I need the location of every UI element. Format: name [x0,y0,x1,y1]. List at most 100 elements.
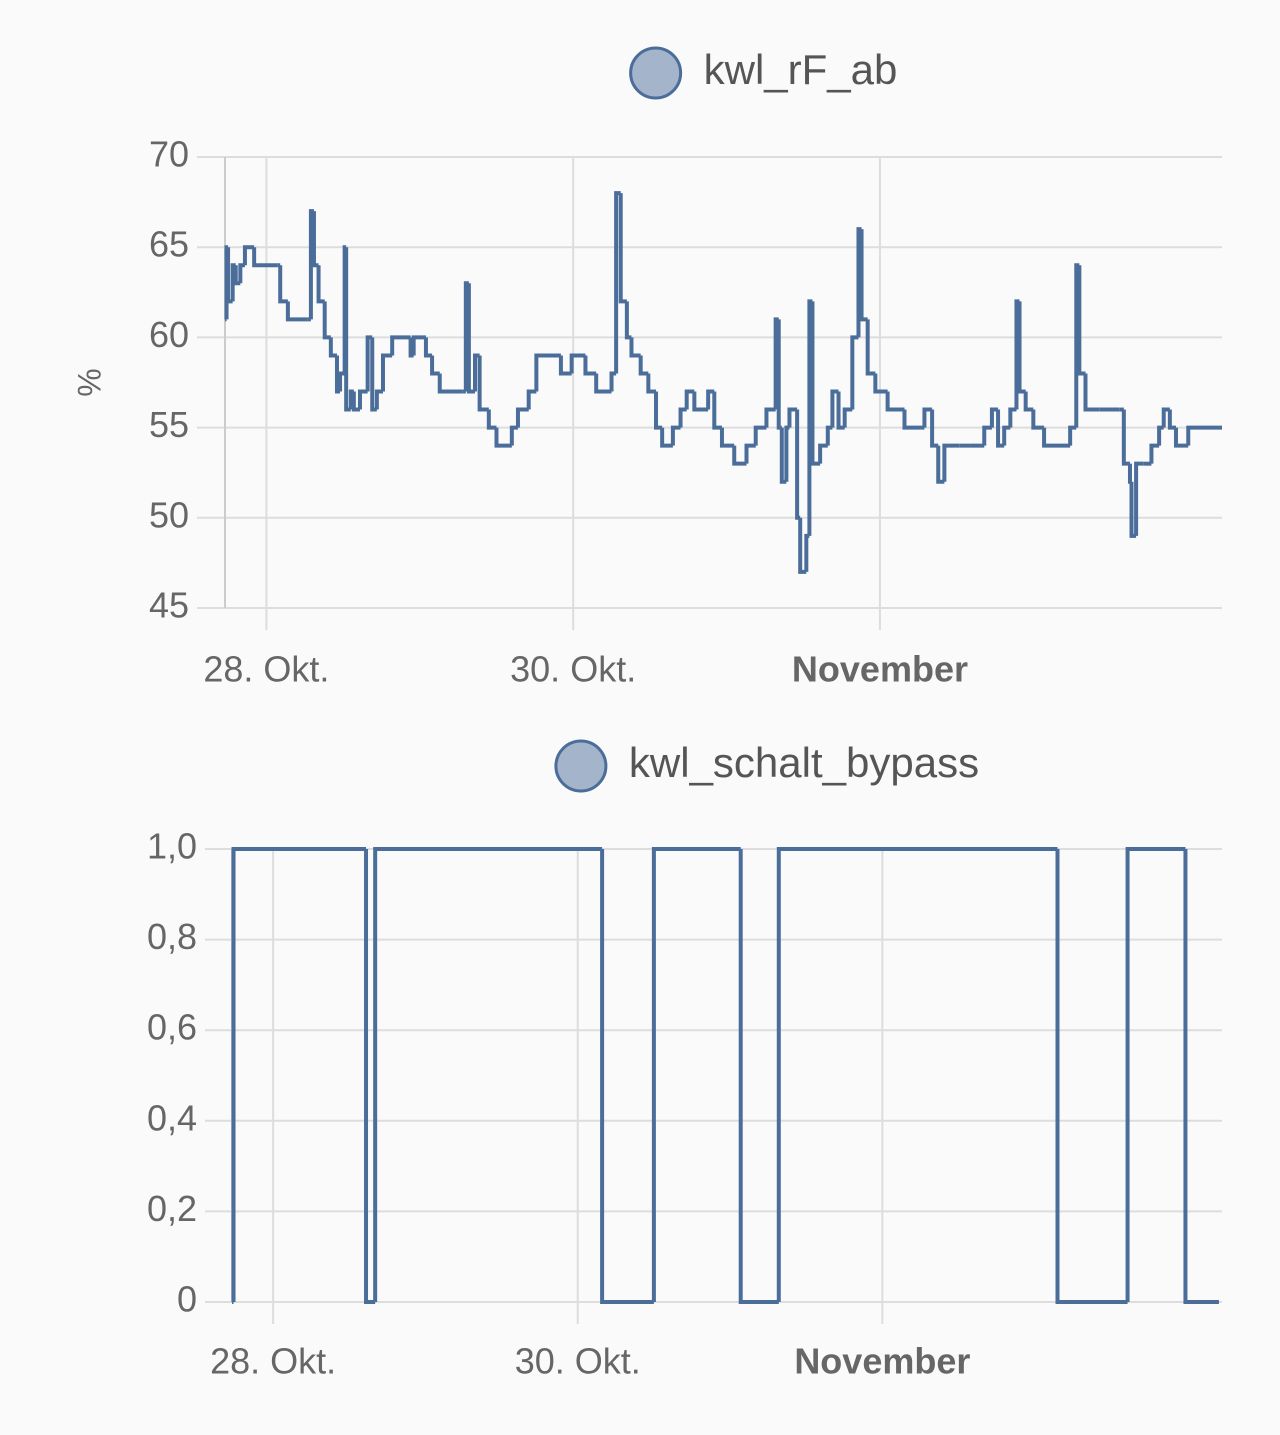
y-tick-label: 60 [149,314,189,355]
line-step [526,389,537,410]
y-tick-label: 45 [149,585,189,626]
line-step [764,407,776,428]
line-step [670,425,681,446]
line-step [423,337,433,358]
x-tick-label: 28. Okt. [203,649,329,690]
line-step [712,391,722,430]
line-step [629,337,641,358]
line-step [1125,847,1186,1302]
line-step [494,427,512,448]
line-step [842,407,853,428]
line-step [351,391,360,412]
line-step [364,849,376,1304]
line-step [744,443,756,464]
line-step [810,301,821,466]
line-step [678,407,687,428]
line-step [583,355,597,376]
line-step [936,445,945,484]
line-step [795,409,801,520]
line-step [338,371,345,392]
line-step [651,847,741,1302]
line-step [1173,427,1189,448]
line-step [252,247,278,268]
line-step [738,849,779,1304]
line-step [1042,427,1071,448]
legend-label: kwl_rF_ab [704,46,898,93]
line-step [437,373,463,394]
line-step [466,283,476,394]
line-step [328,337,337,358]
line-step [316,265,325,304]
line-step [787,407,798,428]
line-step [830,389,839,428]
line-step [285,301,308,322]
line-step [776,847,1058,1302]
line-step [732,445,747,466]
line-step [804,533,810,572]
line-step [515,407,529,428]
x-tick-label: 28. Okt. [210,1341,336,1382]
y-tick-label: 0,2 [147,1188,197,1229]
line-step [624,301,632,340]
line-step [885,391,905,412]
y-tick-label: 55 [149,404,189,445]
y-tick-label: 0,6 [147,1007,197,1048]
line-step [380,353,393,392]
line-step [660,427,673,448]
line-step [692,391,709,412]
line-step [618,193,627,304]
line-step [609,371,617,392]
line-step [1083,373,1100,412]
line-step [942,443,960,482]
line-step [1017,301,1026,394]
x-tick-label: 30. Okt. [515,1341,641,1382]
legend-label: kwl_schalt_bypass [629,739,979,786]
line-step [390,335,411,356]
line-step [569,353,586,374]
line-step [646,373,657,394]
legend-marker [629,46,683,100]
line-step [859,229,868,322]
y-tick-label: 65 [149,224,189,265]
line-step [719,427,735,448]
x-tick-label: November [792,649,968,690]
x-tick-label: November [794,1341,970,1382]
line-step [1134,461,1144,536]
y-tick-label: 50 [149,494,189,535]
line-step [242,245,255,266]
line-step [311,211,319,268]
line-step [278,265,288,304]
line-step [231,847,367,1302]
line-step [322,301,331,340]
y-tick-label: 0,8 [147,916,197,957]
line-step [982,425,992,446]
line-step [922,407,933,428]
line-step [600,849,654,1304]
line-step [1149,443,1160,464]
legend-marker [554,739,608,793]
line-step [594,373,612,394]
line-step [784,425,790,482]
y-tick-label: 0 [177,1279,197,1320]
line-step [1161,407,1170,428]
line-step [430,355,440,376]
line-step [684,389,695,410]
y-axis-label: % [71,368,107,396]
line-step [1183,849,1219,1304]
line-step [1002,425,1011,446]
line-step [798,517,807,574]
line-step [1023,391,1034,412]
line-step [836,391,845,430]
line-step [1077,265,1086,376]
line-step [1121,409,1130,466]
line-step [818,443,828,464]
line-step [1031,409,1045,430]
line-step [411,335,426,356]
line-step [753,425,767,446]
line-step [1186,425,1222,446]
y-tick-label: 0,4 [147,1097,197,1138]
y-tick-label: 1,0 [147,826,197,867]
line-step [509,425,518,446]
line-step [825,425,833,446]
